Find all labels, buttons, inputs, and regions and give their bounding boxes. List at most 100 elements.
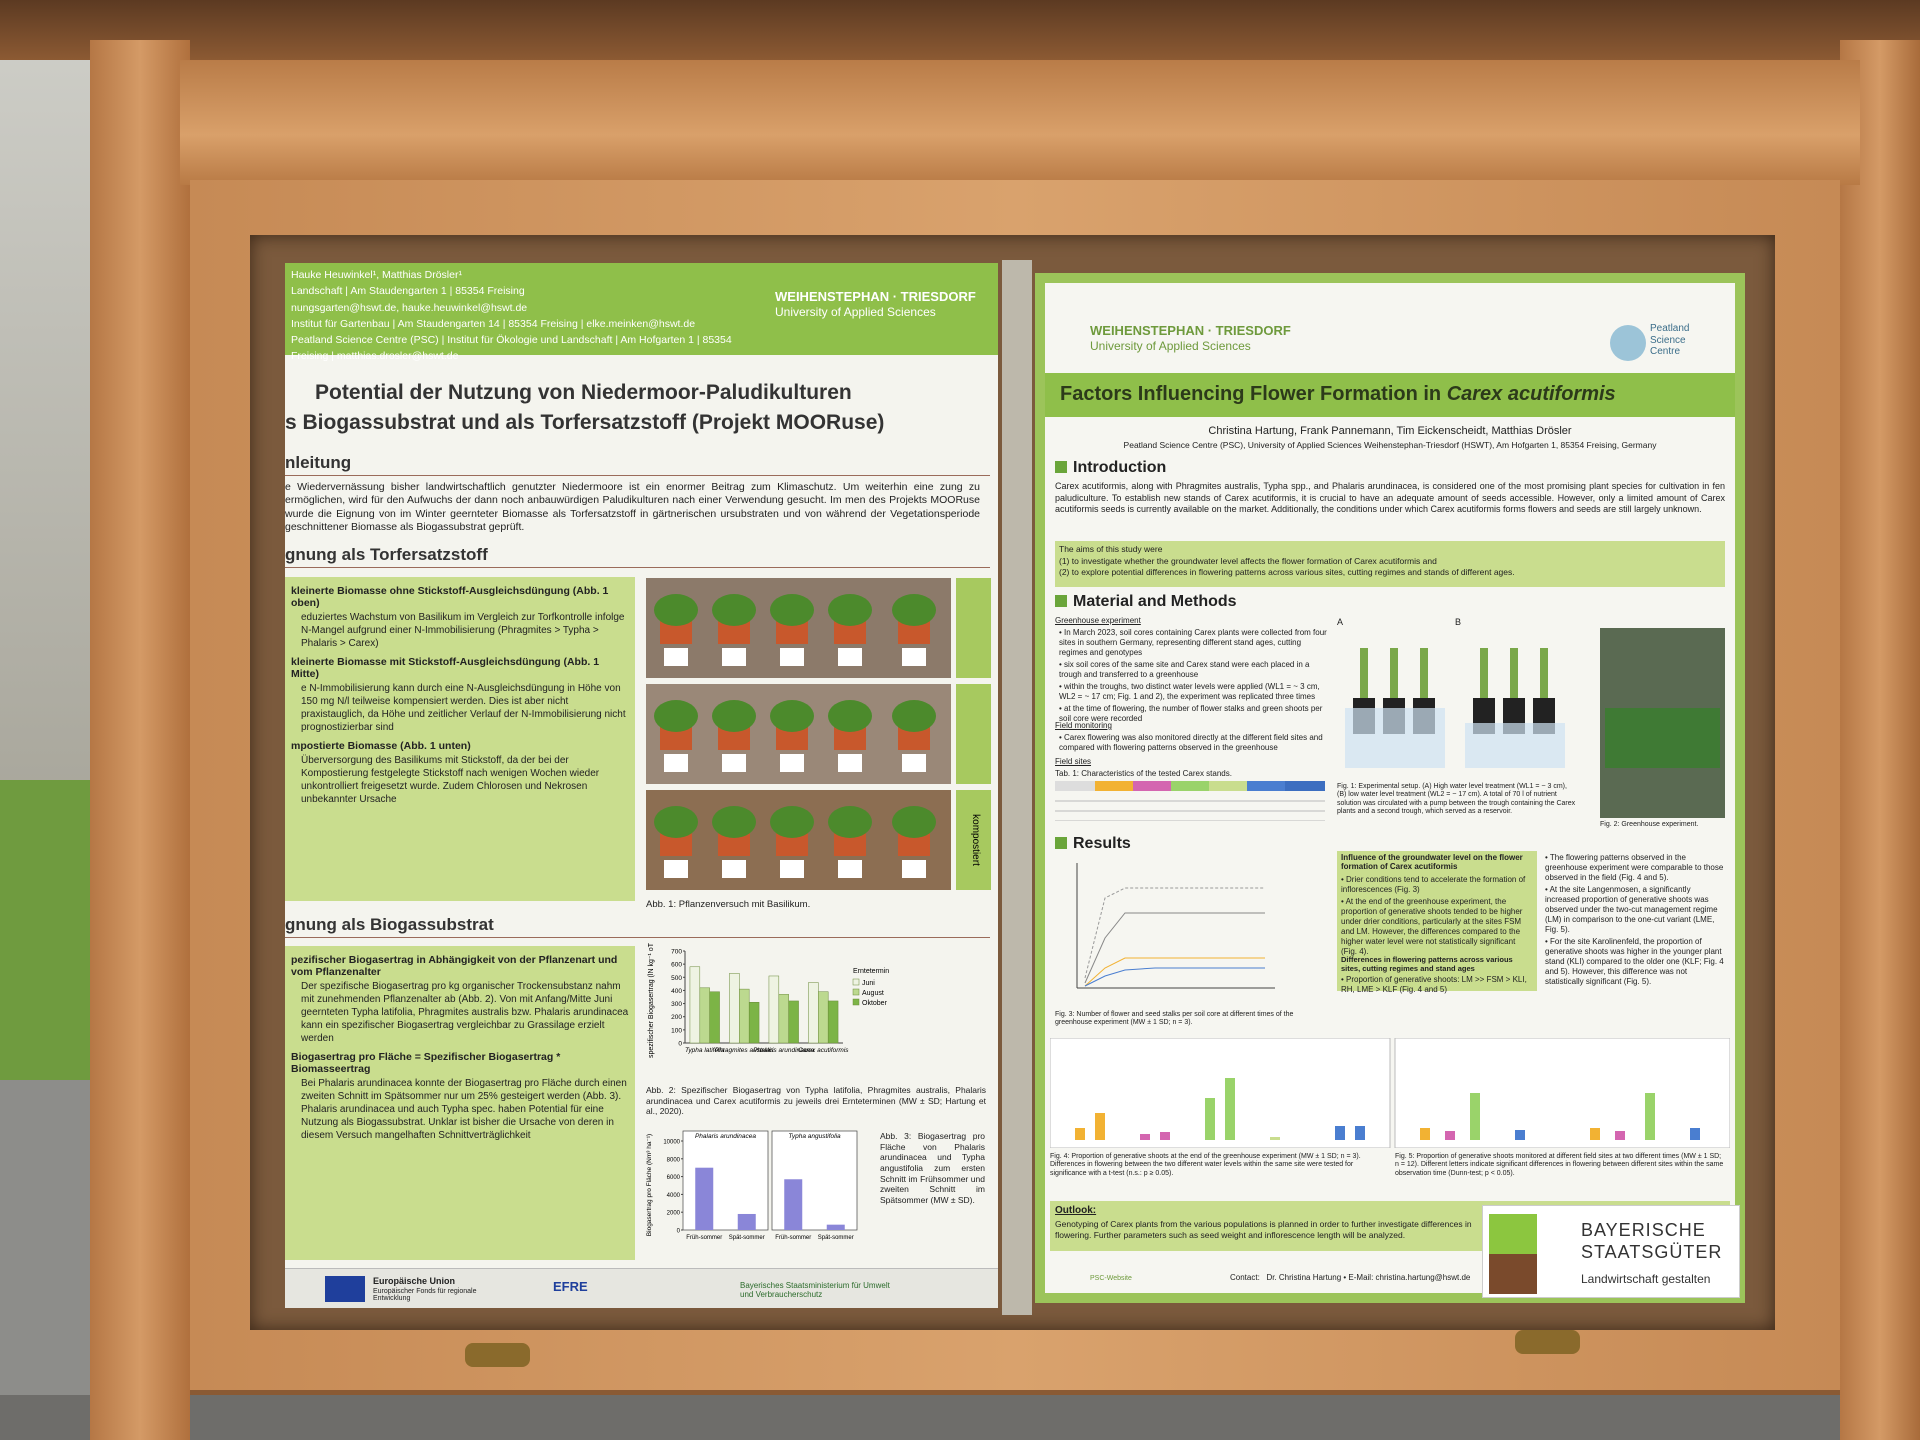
- subheading: Greenhouse experiment: [1055, 616, 1141, 625]
- title-text: Factors Influencing Flower Formation in: [1060, 383, 1447, 405]
- line: Carex flowering was also monitored direc…: [1059, 733, 1329, 753]
- header-lines: Hauke Heuwinkel¹, Matthias Drösler¹ Lands…: [291, 267, 761, 365]
- item: pezifischer Biogasertrag in Abhängigkeit…: [291, 954, 629, 1045]
- x-tick-label: Carex acutiformis: [798, 1047, 849, 1054]
- caption: Fig. 4: Proportion of generative shoots …: [1050, 1153, 1361, 1177]
- latch: [465, 1343, 530, 1367]
- line: The flowering patterns observed in the g…: [1545, 853, 1725, 883]
- photo-panel: kompostiert: [646, 578, 991, 890]
- x-tick-label: Phalaris arundinacea: [753, 1047, 814, 1054]
- website: PSC-Website: [1090, 1275, 1132, 1282]
- item-text: e N-Immobilisierung kann durch eine N-Au…: [301, 683, 626, 733]
- legend-swatch: [852, 988, 860, 996]
- footer-text: Bayerisches Staatsministerium für Umwelt…: [740, 1281, 890, 1299]
- fig-label: A: [1337, 617, 1344, 627]
- x-tick-label: Spät-sommer: [818, 1235, 854, 1241]
- line: STAATSGÜTER: [1581, 1241, 1723, 1262]
- y-axis-label: Biogasertrag pro Fläche (Nm³ ha⁻¹): [646, 1134, 653, 1236]
- y-tick-label: 4000: [667, 1193, 681, 1199]
- title: Factors Influencing Flower Formation in …: [1060, 383, 1616, 406]
- y-tick-label: 0: [677, 1229, 681, 1235]
- line: Drier conditions tend to accelerate the …: [1341, 875, 1533, 895]
- bar: [748, 1002, 760, 1044]
- item-text: Überversorgung des Basilikums mit Sticks…: [301, 755, 600, 805]
- bullet-list: Carex flowering was also monitored direc…: [1059, 733, 1329, 755]
- item-heading: kleinerte Biomasse ohne Stickstoff-Ausgl…: [291, 585, 609, 609]
- footer-text: Europäischer Fonds für regionale Entwick…: [373, 1288, 477, 1302]
- logo: WEIHENSTEPHAN · TRIESDORF: [1090, 323, 1291, 338]
- grass: [0, 780, 100, 1080]
- legend-label: Juni: [862, 980, 875, 987]
- y-tick-label: 700: [671, 949, 682, 956]
- psc-logo-text: Peatland Science Centre: [1650, 323, 1689, 358]
- panel-title: Typha angustifolia: [788, 1133, 841, 1140]
- caption: Tab. 1: Characteristics of the tested Ca…: [1055, 769, 1232, 778]
- caption: Fig. 3: Number of flower and seed stalks…: [1055, 1011, 1294, 1027]
- footer-text: EFRE: [553, 1279, 588, 1294]
- section-heading: Results: [1055, 835, 1131, 853]
- contact: Contact: Dr. Christina Hartung • E-Mail:…: [1230, 1273, 1471, 1282]
- logo-sub: University of Applied Sciences: [1090, 339, 1251, 353]
- item-heading: kleinerte Biomasse mit Stickstoff-Ausgle…: [291, 656, 600, 680]
- latch: [1515, 1330, 1580, 1354]
- line: BAYERISCHE: [1581, 1220, 1706, 1240]
- logo: WEIHENSTEPHAN · TRIESDORF: [775, 289, 976, 304]
- bar: [808, 982, 819, 1044]
- line: at the time of flowering, the number of …: [1059, 704, 1329, 724]
- outlook-heading: Outlook:: [1055, 1205, 1097, 1216]
- item-heading: mpostierte Biomasse (Abb. 1 unten): [291, 740, 471, 752]
- item-text: Der spezifische Biogasertrag pro kg orga…: [301, 981, 629, 1044]
- item-text: Bei Phalaris arundinacea konnte der Biog…: [301, 1078, 627, 1141]
- panel-title: Phalaris arundinacea: [695, 1133, 756, 1140]
- green-box: [285, 577, 635, 901]
- header-band: [285, 263, 998, 355]
- line: Science: [1650, 334, 1686, 346]
- roof-beam: [0, 0, 1920, 60]
- subheading: Field sites: [1055, 757, 1092, 766]
- frame-divider: [1002, 260, 1032, 1315]
- bar: [699, 987, 710, 1044]
- y-tick-label: 100: [671, 1027, 682, 1034]
- photo-label: kompostiert: [970, 814, 981, 866]
- y-tick-label: 2000: [667, 1211, 681, 1217]
- x-tick-label: Früh-sommer: [775, 1235, 811, 1241]
- line: (2) to explore potential differences in …: [1059, 567, 1515, 578]
- title-band: [1045, 373, 1735, 417]
- line: nungsgarten@hswt.de, hauke.heuwinkel@hsw…: [291, 301, 528, 314]
- footer-band: [285, 1268, 998, 1308]
- right-post: [1840, 40, 1920, 1440]
- sky-trees: [0, 0, 100, 800]
- bar: [818, 991, 829, 1044]
- bar: [826, 1224, 845, 1230]
- green-box: [285, 946, 635, 1260]
- bar: [778, 994, 789, 1044]
- caption: Fig. 5: Proportion of generative shoots …: [1395, 1153, 1724, 1177]
- left-poster: Hauke Heuwinkel¹, Matthias Drösler¹ Lands…: [285, 263, 998, 1308]
- line: Proportion of generative shoots: LM >> F…: [1341, 975, 1533, 995]
- bar: [695, 1167, 714, 1230]
- bullet-list: Proportion of generative shoots: LM >> F…: [1341, 975, 1533, 997]
- left-post: [90, 40, 190, 1440]
- title: Potential der Nutzung von Niedermoor-Pal…: [315, 381, 852, 404]
- bar: [788, 1000, 799, 1044]
- sign-logo: [1489, 1214, 1537, 1294]
- box-title: Influence of the groundwater level on th…: [1341, 853, 1523, 871]
- line-figure: [1076, 863, 1275, 989]
- section-heading: gnung als Biogassubstrat: [285, 915, 990, 938]
- aims-box: [1055, 541, 1725, 587]
- x-tick-label: Typha latifolia: [685, 1047, 725, 1054]
- logo-sub: University of Applied Sciences: [775, 305, 936, 319]
- item-list: kleinerte Biomasse ohne Stickstoff-Ausgl…: [291, 579, 629, 808]
- line: Peatland: [1650, 323, 1690, 334]
- pavement: [0, 1080, 100, 1440]
- y-tick-label: 200: [671, 1014, 682, 1021]
- sign: BAYERISCHE STAATSGÜTER Landwirtschaft ges…: [1482, 1205, 1740, 1298]
- caption: Abb. 3: Biogasertrag pro Fläche von Phal…: [880, 1131, 985, 1205]
- chart: spezifischer Biogasertrag (lN kg⁻¹ oTS) 0…: [648, 943, 889, 1058]
- bullet-list: The flowering patterns observed in the g…: [1545, 853, 1725, 989]
- setup-figure: [1345, 628, 1725, 818]
- bar: [784, 1179, 803, 1230]
- section-heading: Material and Methods: [1055, 593, 1237, 611]
- legend-title: Erntetermin: [853, 968, 889, 975]
